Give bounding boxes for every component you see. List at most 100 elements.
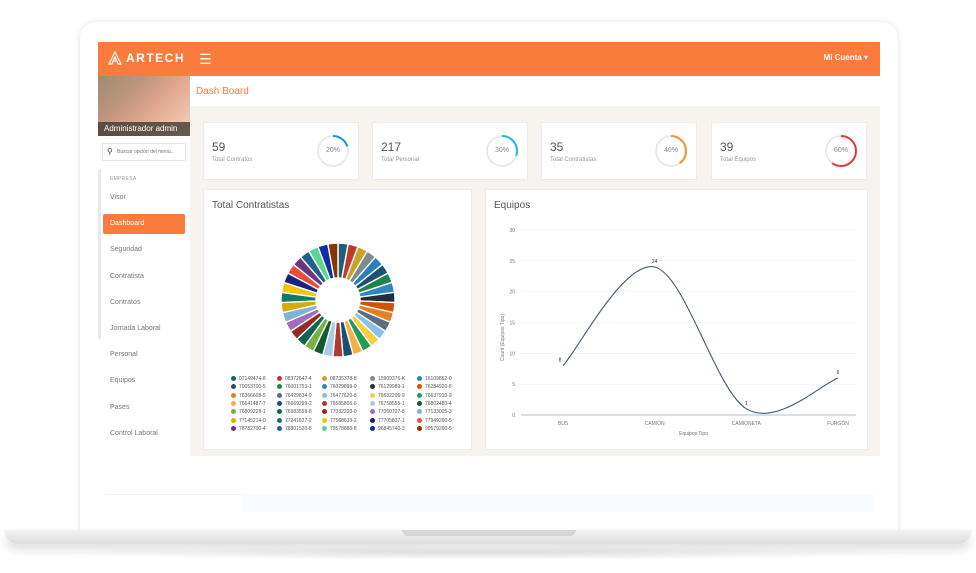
- sidebar-item-seguridad[interactable]: Seguridad: [110, 246, 142, 254]
- legend-item[interactable]: 76477620-8: [322, 392, 357, 399]
- legend-label: 76366608-5: [239, 392, 266, 399]
- stat-percent-label: 60%: [833, 147, 848, 154]
- legend-item[interactable]: 77145214-0: [231, 417, 266, 424]
- ring-progress: [655, 135, 687, 167]
- sidebar-item-personal[interactable]: Personal: [110, 351, 138, 359]
- legend-item[interactable]: 08735378-8: [322, 376, 357, 382]
- sidebar-item-pases[interactable]: Pases: [110, 403, 130, 411]
- legend-swatch: [231, 400, 236, 406]
- legend-label: 77568633-2: [330, 417, 357, 424]
- legend-swatch: [277, 384, 282, 390]
- legend-swatch: [370, 417, 375, 423]
- legend-swatch: [322, 400, 327, 406]
- legend-item[interactable]: 78782700-4: [231, 425, 266, 432]
- stat-value: 217: [381, 140, 402, 154]
- legend-item[interactable]: 70053700-5: [231, 384, 266, 390]
- page-title: Dash Board: [196, 86, 249, 97]
- legend-label: 15909376-K: [378, 376, 406, 382]
- y-tick-label: 10: [509, 351, 515, 357]
- sidebar-menu: Visor Dashboard Seguridad Contratista Contra…: [103, 188, 185, 450]
- legend-item[interactable]: 76641487-7: [231, 400, 266, 407]
- stat-progress-ring: [825, 135, 857, 167]
- sidebar-rail: [98, 169, 101, 339]
- legend-swatch: [322, 384, 327, 390]
- y-tick-label: 15: [509, 321, 515, 327]
- legend-label: 77949260-5: [425, 417, 452, 424]
- legend-item[interactable]: 76129989-1: [370, 384, 405, 390]
- legend-item[interactable]: 77032203-0: [322, 409, 357, 415]
- legend-item[interactable]: 76809228-1: [231, 409, 266, 415]
- legend-item[interactable]: 76429834-9: [277, 392, 312, 399]
- equipos-line-chart: 0 5 10 15 20 25 30 BUS CAMIÓN CAMIONETA FURGÓN 8 24 1…: [500, 228, 856, 437]
- legend-label: 76983559-8: [285, 409, 312, 416]
- legend-label: 76669299-2: [285, 400, 312, 407]
- sidebar-item-equipos[interactable]: Equipos: [110, 377, 136, 385]
- legend-label: 96845740-3: [378, 425, 405, 432]
- legend-label: 76637910-9: [425, 392, 452, 399]
- donut-slice-35[interactable]: [327, 242, 339, 280]
- legend-item[interactable]: 76685806-6: [322, 400, 357, 407]
- sidebar-search-input[interactable]: [117, 146, 183, 158]
- legend-item[interactable]: 77060707-8: [370, 409, 405, 415]
- legend-label: 76685806-6: [330, 400, 357, 407]
- sidebar-item-dashboard[interactable]: Dashboard: [103, 214, 185, 235]
- x-axis-label: Equipos Tipo: [679, 431, 708, 437]
- legend-item[interactable]: 76029899-9: [322, 384, 357, 390]
- account-menu[interactable]: Mi Cuenta ▾: [823, 53, 868, 62]
- legend-item[interactable]: 15909376-K: [370, 376, 405, 382]
- legend-item[interactable]: 77241827-2: [277, 417, 312, 424]
- series-line: [562, 266, 839, 414]
- stat-label: Total Equipos: [720, 157, 757, 163]
- legend-item[interactable]: 76802480-4: [417, 400, 452, 407]
- sidebar: Administrador admin ⚲ EMPRESA Visor Dashb…: [98, 76, 190, 456]
- legend-item[interactable]: 76758555-1: [370, 400, 405, 407]
- legend-item[interactable]: 76632206-9: [370, 392, 405, 399]
- legend-item[interactable]: 76983559-8: [277, 409, 312, 415]
- hamburger-menu-icon[interactable]: ☰: [199, 51, 212, 67]
- legend-item[interactable]: 07149474-8: [231, 376, 266, 382]
- data-label: 8: [559, 358, 562, 364]
- x-tick-label: FURGÓN: [827, 420, 849, 427]
- legend-label: 77032203-0: [330, 409, 357, 416]
- legend-label: 76758555-1: [378, 400, 405, 407]
- legend-item[interactable]: 08372647-4: [277, 376, 312, 382]
- x-tick-label: CAMIÓN: [645, 420, 665, 427]
- legend-item[interactable]: 76366608-5: [231, 392, 266, 399]
- screen-bottom-strip-left: [106, 494, 242, 512]
- sidebar-item-contratos[interactable]: Contratos: [110, 298, 141, 306]
- legend-label: 07149474-8: [239, 376, 266, 382]
- legend-item[interactable]: 77568633-2: [322, 417, 357, 424]
- legend-item[interactable]: 79578880-8: [322, 425, 357, 432]
- legend-swatch: [322, 409, 327, 415]
- legend-item[interactable]: 77705837-1: [370, 417, 405, 424]
- brand-logo[interactable]: ARTECH: [108, 51, 185, 65]
- legend-item[interactable]: 77949260-5: [417, 417, 452, 424]
- legend-label: 70053700-5: [239, 384, 266, 391]
- legend-item[interactable]: 16109862-0: [417, 376, 452, 382]
- stat-percent-label: 40%: [663, 147, 678, 154]
- legend-item[interactable]: 76284920-8: [417, 384, 452, 390]
- sidebar-item-control-laboral[interactable]: Control Laboral: [110, 429, 158, 437]
- legend-swatch: [322, 392, 327, 398]
- sidebar-item-jornada-laboral[interactable]: Jornada Laboral: [110, 324, 161, 332]
- legend-swatch: [322, 376, 327, 381]
- legend-label: 99579260-5: [425, 425, 452, 432]
- legend-item[interactable]: 77133005-3: [417, 409, 452, 415]
- legend-swatch: [277, 376, 282, 381]
- legend-item[interactable]: 76669299-2: [277, 400, 312, 407]
- legend-item[interactable]: 99579260-5: [417, 425, 452, 432]
- sidebar-item-contratista[interactable]: Contratista: [110, 272, 144, 280]
- legend-item[interactable]: 76001753-1: [277, 384, 312, 390]
- legend-item[interactable]: 78801520-8: [277, 425, 312, 432]
- y-tick-label: 30: [509, 228, 515, 234]
- profile-user-name: Administrador admin: [98, 122, 190, 136]
- legend-swatch: [322, 425, 327, 431]
- sidebar-item-visor[interactable]: Visor: [110, 194, 126, 201]
- legend-item[interactable]: 96845740-3: [370, 425, 405, 432]
- legend-label: 77060707-8: [378, 409, 405, 416]
- y-axis-label: Count (Equipos Tipo): [500, 314, 506, 361]
- legend-item[interactable]: 76637910-9: [417, 392, 452, 399]
- legend-swatch: [417, 384, 422, 390]
- ring-progress: [486, 135, 518, 167]
- stat-label: Total Contratos: [212, 157, 253, 163]
